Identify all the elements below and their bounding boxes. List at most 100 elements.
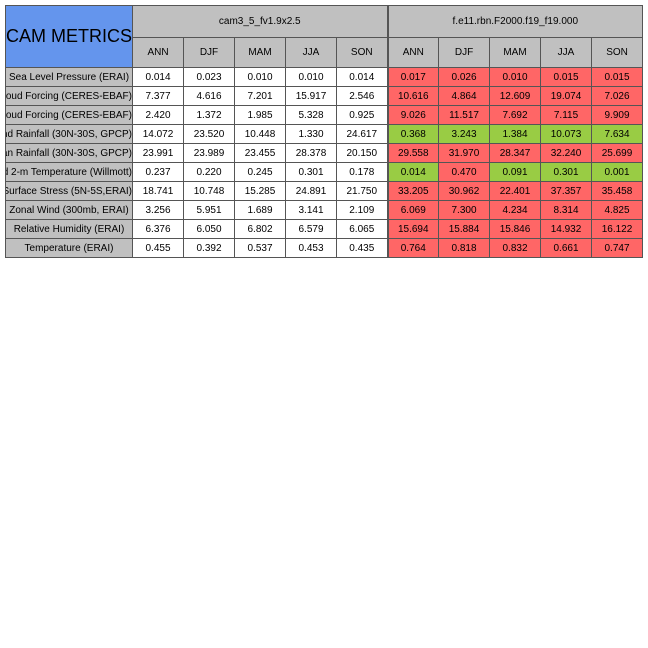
value-cell: 6.376 (132, 219, 184, 239)
value-cell: 1.384 (489, 124, 542, 144)
value-cell: 7.300 (438, 200, 491, 220)
value-cell: 23.520 (183, 124, 235, 144)
table-row: Ocean Rainfall (30N-30S, GPCP)23.99123.9… (5, 143, 644, 163)
row-label-text: Ocean Rainfall (30N-30S, GPCP) (7, 147, 132, 159)
value-cell: 6.050 (183, 219, 235, 239)
value-cell: 0.001 (591, 162, 644, 182)
row-label: Zonal Wind (300mb, ERAI) (5, 200, 133, 220)
row-label: Land 2-m Temperature (Willmott) (5, 162, 133, 182)
table-row: Land Rainfall (30N-30S, GPCP)14.07223.52… (5, 124, 644, 144)
season-header-jja: JJA (540, 37, 593, 68)
value-cell: 6.069 (386, 200, 440, 220)
value-cell: 28.347 (489, 143, 542, 163)
value-cell: 0.010 (489, 67, 542, 87)
season-header-son: SON (591, 37, 644, 68)
value-cell: 29.558 (386, 143, 440, 163)
value-cell: 0.237 (132, 162, 184, 182)
table-row: Sea Level Pressure (ERAI) 0.014 0.023 0.010… (5, 67, 644, 87)
value-cell: 33.205 (386, 181, 440, 201)
row-label: Pacific Surface Stress (5N-5S,ERAI) (5, 181, 133, 201)
season-header-ann: ANN (132, 37, 184, 68)
value-cell: 1.689 (234, 200, 286, 220)
season-header-djf: DJF (438, 37, 491, 68)
value-cell: 21.750 (335, 181, 389, 201)
value-cell: 3.141 (285, 200, 337, 220)
row-label-text: Land 2-m Temperature (Willmott) (7, 166, 132, 178)
value-cell: 30.962 (438, 181, 491, 201)
value-cell: 0.764 (386, 238, 440, 258)
value-cell: 0.818 (438, 238, 491, 258)
value-cell: 7.115 (540, 105, 593, 125)
value-cell: 16.122 (591, 219, 644, 239)
value-cell: 0.015 (591, 67, 644, 87)
row-label-text: Zonal Wind (300mb, ERAI) (9, 204, 129, 216)
metrics-table: CAM METRICS cam3_5_fv1.9x2.5 f.e11.rbn.F… (5, 5, 644, 258)
value-cell: 0.014 (386, 162, 440, 182)
value-cell: 20.150 (335, 143, 389, 163)
value-cell: 0.091 (489, 162, 542, 182)
value-cell: 24.891 (285, 181, 337, 201)
value-cell: 0.017 (386, 67, 440, 87)
value-cell: 15.884 (438, 219, 491, 239)
value-cell: 22.401 (489, 181, 542, 201)
value-cell: 4.616 (183, 86, 235, 106)
row-label: Land Rainfall (30N-30S, GPCP) (5, 124, 133, 144)
value-cell: 8.314 (540, 200, 593, 220)
table-row: Relative Humidity (ERAI) 6.376 6.050 6.802 6… (5, 219, 644, 239)
value-cell: 0.178 (335, 162, 389, 182)
value-cell: 9.909 (591, 105, 644, 125)
value-cell: 2.546 (335, 86, 389, 106)
value-cell: 0.014 (132, 67, 184, 87)
value-cell: 15.694 (386, 219, 440, 239)
value-cell: 3.243 (438, 124, 491, 144)
season-header-mam: MAM (489, 37, 542, 68)
value-cell: 12.609 (489, 86, 542, 106)
value-cell: 0.747 (591, 238, 644, 258)
value-cell: 23.455 (234, 143, 286, 163)
row-label-text: Pacific Surface Stress (5N-5S,ERAI) (5, 185, 132, 197)
value-cell: 23.989 (183, 143, 235, 163)
row-label-text: Relative Humidity (ERAI) (13, 223, 125, 235)
value-cell: 1.330 (285, 124, 337, 144)
row-label: Ocean Rainfall (30N-30S, GPCP) (5, 143, 133, 163)
value-cell: 4.234 (489, 200, 542, 220)
season-header-mam: MAM (234, 37, 286, 68)
table-row: LW Cloud Forcing (CERES-EBAF)2.4201.3721… (5, 105, 644, 125)
value-cell: 0.455 (132, 238, 184, 258)
value-cell: 10.073 (540, 124, 593, 144)
row-label-text: SW Cloud Forcing (CERES-EBAF) (5, 90, 132, 102)
value-cell: 35.458 (591, 181, 644, 201)
value-cell: 0.010 (234, 67, 286, 87)
value-cell: 0.026 (438, 67, 491, 87)
value-cell: 3.256 (132, 200, 184, 220)
row-label: Relative Humidity (ERAI) (5, 219, 133, 239)
value-cell: 6.802 (234, 219, 286, 239)
value-cell: 5.951 (183, 200, 235, 220)
row-label: SW Cloud Forcing (CERES-EBAF) (5, 86, 133, 106)
value-cell: 4.825 (591, 200, 644, 220)
value-cell: 0.220 (183, 162, 235, 182)
row-label-text: Sea Level Pressure (ERAI) (8, 71, 130, 83)
value-cell: 0.301 (540, 162, 593, 182)
season-header-row: ANN DJF MAM JJA SON ANN DJF MAM JJA SON (6, 37, 644, 68)
value-cell: 14.072 (132, 124, 184, 144)
value-cell: 0.661 (540, 238, 593, 258)
value-cell: 10.616 (386, 86, 440, 106)
value-cell: 19.074 (540, 86, 593, 106)
value-cell: 7.377 (132, 86, 184, 106)
row-label: LW Cloud Forcing (CERES-EBAF) (5, 105, 133, 125)
value-cell: 0.010 (285, 67, 337, 87)
value-cell: 0.435 (335, 238, 389, 258)
value-cell: 0.392 (183, 238, 235, 258)
row-label: Sea Level Pressure (ERAI) (5, 67, 133, 87)
value-cell: 0.537 (234, 238, 286, 258)
table-row: Pacific Surface Stress (5N-5S,ERAI)18.74… (5, 181, 644, 201)
value-cell: 10.448 (234, 124, 286, 144)
value-cell: 24.617 (335, 124, 389, 144)
value-cell: 7.201 (234, 86, 286, 106)
value-cell: 0.470 (438, 162, 491, 182)
value-cell: 5.328 (285, 105, 337, 125)
value-cell: 1.372 (183, 105, 235, 125)
model-header-2: f.e11.rbn.F2000.f19_f19.000 (386, 5, 644, 38)
value-cell: 32.240 (540, 143, 593, 163)
